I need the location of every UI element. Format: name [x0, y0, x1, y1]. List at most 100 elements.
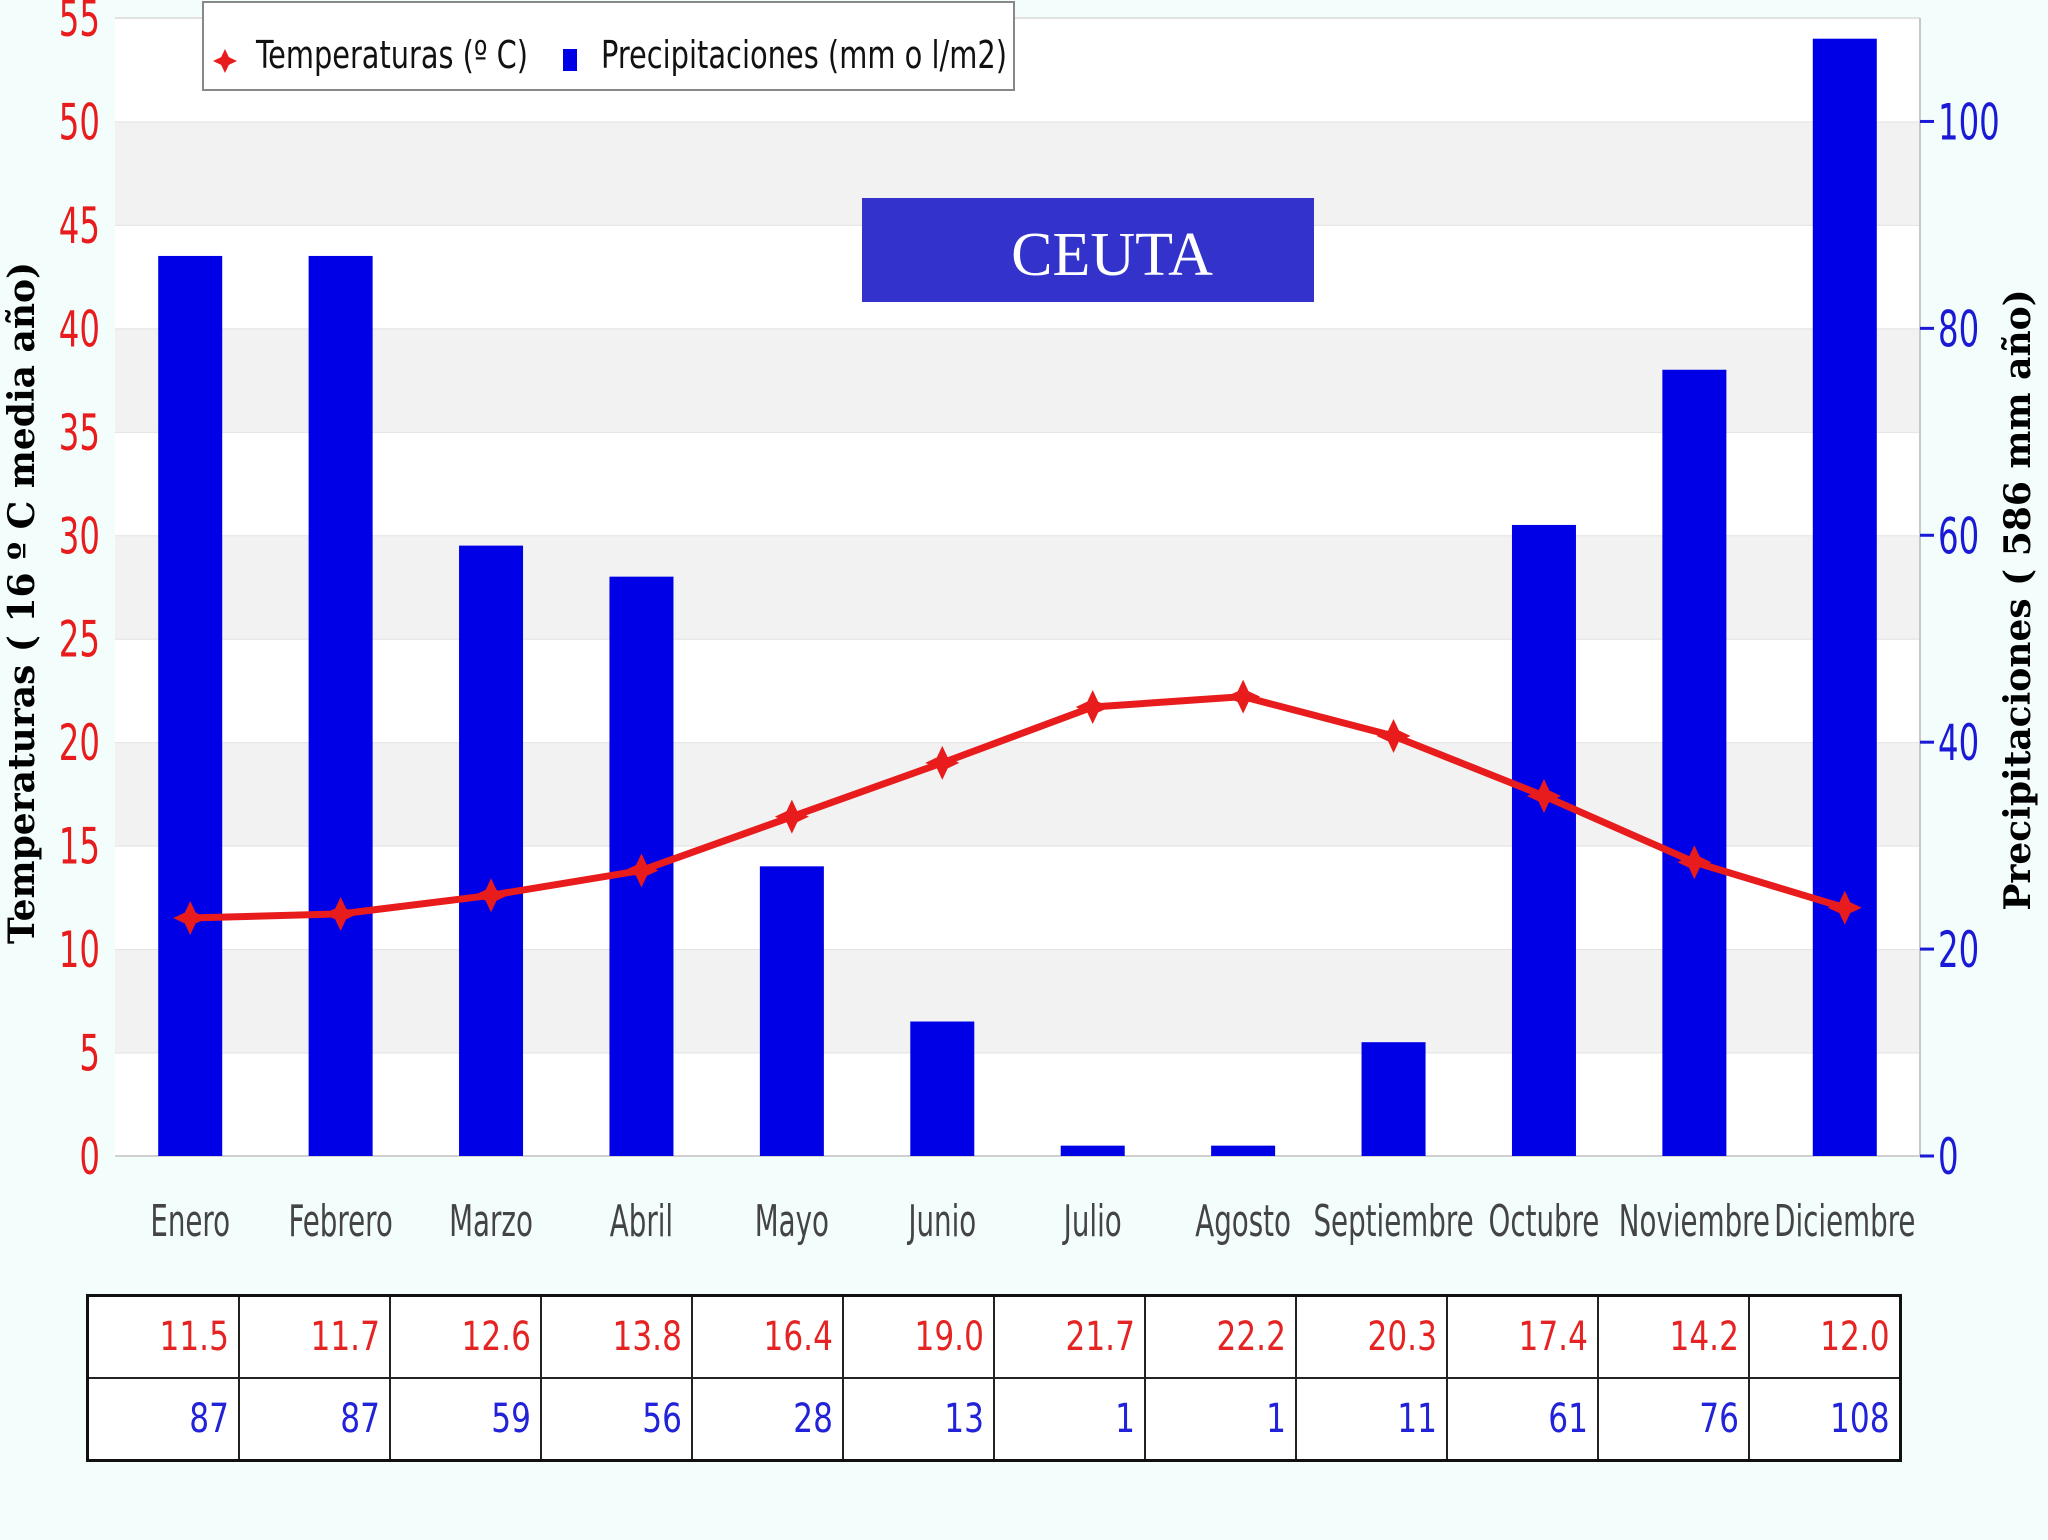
precipitation-bar	[158, 255, 223, 1157]
table-cell: 1	[1026, 1377, 1146, 1462]
precipitation-bar	[910, 1021, 975, 1156]
left-tick-label: 50	[59, 95, 100, 152]
table-cell: 12.6	[422, 1294, 542, 1379]
temperature-marker	[1677, 845, 1712, 880]
temperature-marker	[1226, 679, 1261, 714]
temperature-marker	[774, 799, 809, 834]
left-axis-title: Temperaturas ( 16 º C media año)	[1, 262, 43, 944]
legend-precipitation-label: Precipitaciones (mm o l/m2)	[601, 33, 1007, 77]
table-cell: 1	[1177, 1377, 1297, 1462]
left-tick-label: 20	[59, 715, 100, 772]
precipitation-bar	[1812, 38, 1877, 1156]
right-tick-label: 0	[1938, 1129, 1959, 1186]
precipitation-bar	[1511, 524, 1576, 1156]
table-cell: 21.7	[1026, 1294, 1146, 1379]
legend-temperature-marker	[213, 49, 237, 73]
precipitation-bar	[1662, 369, 1727, 1156]
temperature-marker	[624, 853, 659, 888]
legend: Temperaturas (º C) Precipitaciones (mm o…	[202, 1, 1015, 91]
precipitation-bar	[759, 866, 824, 1156]
right-tick-label: 100	[1938, 95, 2000, 152]
precipitation-bar	[459, 545, 524, 1156]
table-cell: 61	[1479, 1377, 1600, 1462]
table-cell: 22.2	[1177, 1294, 1297, 1379]
left-tick-label: 15	[59, 819, 100, 876]
x-tick-label: Mayo	[755, 1195, 829, 1246]
precipitation-bar	[1060, 1145, 1125, 1156]
table-cell: 11.5	[119, 1294, 240, 1379]
table-cell: 20.3	[1328, 1294, 1448, 1379]
table-cell: 87	[271, 1377, 391, 1462]
grid-bands	[115, 17, 1920, 1157]
table-cell: 14.2	[1630, 1294, 1751, 1379]
temperature-marker	[925, 745, 960, 780]
x-tick-label: Marzo	[449, 1195, 533, 1246]
table-cell: 13	[875, 1377, 995, 1462]
left-tick-label: 5	[79, 1026, 100, 1083]
x-tick-label: Agosto	[1195, 1195, 1291, 1246]
temperature-marker	[1075, 690, 1110, 725]
right-tick-label: 80	[1938, 302, 1979, 359]
table-cell: 28	[724, 1377, 844, 1462]
x-tick-label: Octubre	[1489, 1195, 1600, 1246]
legend-temperature-star	[213, 49, 237, 73]
right-axis-title: Precipitaciones ( 586 mm año)	[1997, 289, 2039, 910]
right-tick-label: 60	[1938, 509, 1979, 566]
temperature-marker	[323, 896, 358, 931]
table-cell: 76	[1630, 1377, 1751, 1462]
precipitation-bar	[308, 255, 373, 1157]
precipitation-row: 87 87 59 56 28 13 1 1 11 61 76 108	[88, 1377, 1902, 1462]
grid-band	[115, 431, 1920, 536]
table-cell: 16.4	[724, 1294, 844, 1379]
precipitation-bar	[1361, 1042, 1426, 1156]
temperature-line	[173, 679, 1862, 936]
x-tick-label: Febrero	[288, 1195, 392, 1246]
x-axis-labels: Enero Febrero Marzo Abril Mayo Junio Julio Agos…	[150, 1195, 1915, 1246]
grid-band	[115, 949, 1920, 1053]
x-tick-label: Septiembre	[1313, 1195, 1473, 1246]
legend-precipitation-marker	[563, 49, 577, 71]
x-tick-label: Enero	[150, 1195, 230, 1246]
x-tick-label: Junio	[907, 1195, 977, 1246]
x-tick-label: Noviembre	[1619, 1195, 1770, 1246]
temperature-marker	[1827, 890, 1862, 925]
grid-band	[115, 845, 1920, 950]
table-cell: 11	[1328, 1377, 1448, 1462]
precipitation-bars	[158, 38, 1877, 1157]
x-tick-label: Julio	[1062, 1195, 1122, 1246]
grid-band	[115, 638, 1920, 743]
left-tick-label: 0	[79, 1129, 100, 1186]
grid-band	[115, 742, 1920, 846]
temperature-marker	[1526, 778, 1561, 813]
table-cell: 56	[573, 1377, 693, 1462]
grid-band	[115, 1052, 1920, 1156]
left-tick-label: 55	[59, 0, 100, 49]
left-tick-label: 10	[59, 922, 100, 979]
grid-band	[115, 328, 1920, 432]
grid-band	[115, 535, 1920, 639]
chart-title: CEUTA	[1011, 221, 1213, 289]
left-axis-ticks: 0 5 10 15 20 25 30 35 40 45 50 55	[59, 0, 100, 1187]
table-cell: 59	[422, 1377, 542, 1462]
left-tick-label: 45	[59, 198, 100, 255]
left-tick-label: 25	[59, 612, 100, 669]
x-tick-label: Abril	[610, 1195, 673, 1246]
temperature-marker	[173, 901, 208, 936]
temperature-marker	[1376, 718, 1411, 753]
table-cell: 87	[119, 1377, 240, 1462]
left-tick-label: 40	[59, 302, 100, 359]
right-tick-label: 40	[1938, 715, 1979, 772]
temperature-row: 11.5 11.7 12.6 13.8 16.4 19.0 21.7 22.2 …	[88, 1294, 1902, 1379]
table-cell: 17.4	[1479, 1294, 1600, 1379]
right-tick-label: 20	[1938, 922, 1979, 979]
table-cell: 13.8	[573, 1294, 693, 1379]
temperature-polyline	[190, 693, 1846, 922]
data-table: 11.5 11.7 12.6 13.8 16.4 19.0 21.7 22.2 …	[86, 1294, 1902, 1462]
left-tick-label: 35	[59, 405, 100, 462]
precipitation-bar	[1211, 1145, 1276, 1156]
table-cell: 11.7	[271, 1294, 391, 1379]
table-cell: 12.0	[1781, 1294, 1902, 1379]
temperature-marker	[474, 878, 509, 913]
